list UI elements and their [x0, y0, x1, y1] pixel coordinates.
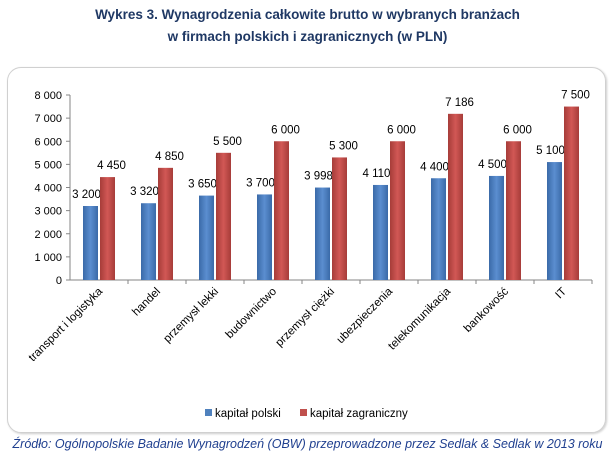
bar-polish: [141, 203, 156, 280]
data-label: 5 300: [329, 140, 358, 152]
y-tick-label: 4 000: [34, 183, 62, 195]
data-label: 3 998: [304, 171, 333, 183]
bar-foreign: [564, 106, 579, 280]
x-tick-label: transport i logistyka: [27, 285, 106, 364]
y-tick-label: 0: [56, 275, 62, 287]
chart-frame: [7, 67, 606, 433]
data-label: 6 000: [503, 124, 532, 136]
y-tick-label: 6 000: [34, 136, 62, 148]
bar-foreign: [332, 157, 347, 280]
y-tick-label: 3 000: [34, 206, 62, 218]
data-label: 3 320: [130, 186, 159, 198]
data-label: 4 850: [155, 151, 184, 163]
y-tick-label: 2 000: [34, 229, 62, 241]
bar-polish: [83, 206, 98, 280]
data-label: 4 450: [97, 160, 126, 172]
x-tick-label: ubezpieczenia: [335, 285, 396, 346]
x-tick-label: przemysł lekki: [162, 286, 222, 346]
bar-foreign: [100, 177, 115, 280]
y-tick-label: 1 000: [34, 252, 62, 264]
bar-polish: [257, 194, 272, 280]
bar-foreign: [448, 113, 463, 280]
source-note: Źródło: Ogólnopolskie Badanie Wynagrodze…: [12, 437, 603, 451]
bar-foreign: [390, 141, 405, 280]
data-label: 5 500: [213, 136, 242, 148]
legend-label: kapitał polski: [215, 408, 281, 420]
bar-foreign: [158, 167, 173, 280]
chart-title-line2: w firmach polskich i zagranicznych (w PL…: [167, 29, 448, 44]
chart-title: Wykres 3. Wynagrodzenia całkowite brutto…: [0, 4, 615, 48]
x-tick-label: IT: [553, 286, 569, 302]
data-label: 4 500: [478, 159, 507, 171]
x-tick-label: budownictwo: [224, 286, 279, 341]
x-tick-label: przemysł ciężki: [274, 286, 338, 350]
x-tick-label: bankowość: [462, 285, 511, 334]
bar-foreign: [216, 152, 231, 280]
chart-title-line1: Wykres 3. Wynagrodzenia całkowite brutto…: [95, 7, 520, 22]
y-tick-label: 8 000: [34, 90, 62, 102]
data-label: 6 000: [271, 124, 300, 136]
data-label: 3 200: [72, 189, 101, 201]
bar-polish: [547, 162, 562, 280]
y-tick-label: 7 000: [34, 113, 62, 125]
data-label: 7 500: [561, 90, 590, 102]
legend-swatch-polish: [205, 409, 212, 416]
y-tick-label: 5 000: [34, 159, 62, 171]
bar-foreign: [506, 141, 521, 280]
bar-polish: [489, 175, 504, 280]
legend-swatch-foreign: [300, 409, 307, 416]
data-label: 4 110: [363, 168, 391, 180]
bar-polish: [315, 187, 330, 280]
bar-polish: [199, 195, 214, 280]
x-tick-label: telekomunikacja: [386, 285, 453, 352]
x-tick-label: handel: [130, 286, 163, 319]
bar-foreign: [274, 141, 289, 280]
data-label: 4 400: [420, 161, 449, 173]
data-label: 3 650: [188, 179, 217, 191]
bar-polish: [373, 184, 388, 280]
data-label: 5 100: [536, 145, 565, 157]
data-label: 7 186: [445, 97, 474, 109]
bar-polish: [431, 178, 446, 280]
data-label: 6 000: [387, 124, 416, 136]
legend-label: kapitał zagraniczny: [310, 408, 408, 420]
data-label: 3 700: [246, 177, 275, 189]
